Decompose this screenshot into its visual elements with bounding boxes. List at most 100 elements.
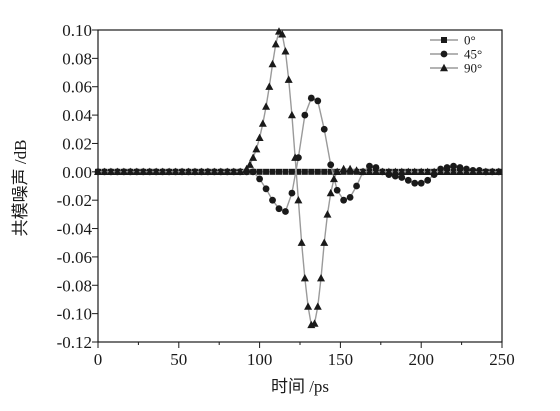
y-tick-label: 0.10	[62, 21, 92, 40]
series-0-point	[263, 168, 270, 175]
series-2-point	[304, 302, 313, 310]
series-2-point	[245, 160, 254, 168]
series-0-point	[256, 168, 263, 175]
series-1-point	[340, 196, 348, 204]
series-1-point	[450, 162, 457, 170]
series-0-point	[269, 168, 276, 175]
series-1-point	[269, 196, 276, 204]
series-1-point	[262, 185, 270, 193]
series-1-point	[320, 125, 328, 133]
y-axis-ticks: 0.10 0.08 0.06 0.04 0.02 0.00 -0.02 -0.04 -0.06 -…	[57, 21, 98, 352]
series-1-point	[256, 175, 263, 183]
series-2-point	[284, 75, 293, 83]
series-2-point	[258, 119, 267, 127]
series-0-point	[441, 37, 447, 43]
series-2-point	[165, 167, 174, 176]
series-2-point	[145, 167, 154, 176]
series-2-point	[281, 47, 290, 55]
series-2-point	[113, 167, 122, 176]
legend-label: 90°	[464, 61, 482, 76]
series-2-point	[455, 167, 464, 176]
series-1-point	[372, 164, 380, 171]
y-tick-label: -0.02	[57, 191, 92, 210]
series-0-point	[275, 168, 282, 175]
series-2-point	[297, 238, 306, 246]
series-2-point	[440, 63, 448, 72]
x-tick-label: 250	[489, 350, 515, 369]
series-2-point	[152, 167, 161, 176]
series-2-point	[255, 133, 264, 141]
series-0-point	[314, 168, 321, 175]
series-2-point	[294, 195, 303, 204]
series-2-point	[278, 30, 287, 38]
series-2-point	[203, 167, 212, 176]
series-2-point	[229, 167, 238, 176]
x-tick-label: 0	[94, 350, 103, 369]
series-2-point	[323, 210, 332, 218]
series-1-point	[301, 111, 309, 119]
series-2-point	[404, 167, 413, 176]
y-tick-label: -0.12	[57, 333, 92, 352]
series-1-point	[275, 205, 283, 213]
series-2-point	[291, 153, 300, 161]
series-0-point	[327, 168, 334, 175]
legend-label: 45°	[464, 47, 482, 62]
series-2-point	[475, 167, 484, 176]
series-2-point	[310, 319, 319, 327]
series-2-point	[378, 167, 387, 176]
legend-label: 0°	[464, 33, 476, 48]
y-tick-label: 0.06	[62, 78, 92, 97]
series-2-point	[436, 167, 445, 176]
y-tick-label: -0.08	[57, 276, 92, 295]
series-2-point	[100, 167, 109, 176]
y-axis-label: 共模噪声 /dB	[11, 140, 30, 237]
series-1-point	[440, 50, 448, 58]
series-2-point	[216, 167, 225, 176]
series-2-point	[320, 238, 329, 246]
y-tick-label: 0.00	[62, 163, 92, 182]
x-tick-label: 200	[408, 350, 434, 369]
series-2-point	[397, 167, 406, 176]
series-2-point	[265, 82, 274, 90]
series-2-point	[494, 167, 503, 176]
x-axis-label: 时间 /ps	[271, 377, 329, 396]
series-2-point	[481, 167, 490, 176]
series-2-point	[317, 273, 326, 282]
series-1-point	[249, 168, 257, 176]
series-2-point	[262, 102, 271, 110]
series-2-point	[365, 167, 374, 176]
series-0-point	[301, 168, 308, 175]
series-2-point	[268, 59, 277, 68]
plot-frame	[97, 29, 503, 343]
series-2-point	[132, 167, 141, 176]
series-2-point	[236, 167, 245, 176]
series-2-point	[339, 164, 348, 173]
series-2-point	[468, 167, 477, 176]
series-2-point	[287, 110, 296, 119]
y-tick-label: 0.08	[62, 49, 92, 68]
series-2	[94, 27, 503, 329]
series-1-point	[398, 174, 406, 181]
series-1-point	[327, 161, 335, 169]
series-2-point	[94, 167, 102, 176]
legend: 0°45°90°	[430, 33, 482, 76]
series-1-point	[424, 176, 432, 184]
series-layer	[94, 27, 503, 329]
series-2-point	[333, 167, 342, 176]
series-2-point	[242, 164, 251, 173]
x-axis-ticks: 0 50 100 150 200 250	[94, 342, 515, 369]
series-2-point	[126, 167, 135, 176]
series-2-point	[352, 166, 361, 174]
series-1-point	[366, 162, 373, 170]
series-2-point	[417, 167, 426, 176]
series-1-point	[282, 208, 289, 215]
series-2-point	[106, 167, 115, 176]
series-2-point	[384, 167, 393, 176]
series-1-point	[346, 193, 354, 201]
series-2-point	[249, 153, 258, 161]
series-2-point	[443, 167, 452, 176]
series-2-point	[371, 167, 380, 176]
series-0-point	[288, 168, 295, 175]
series-1-point	[443, 164, 451, 171]
